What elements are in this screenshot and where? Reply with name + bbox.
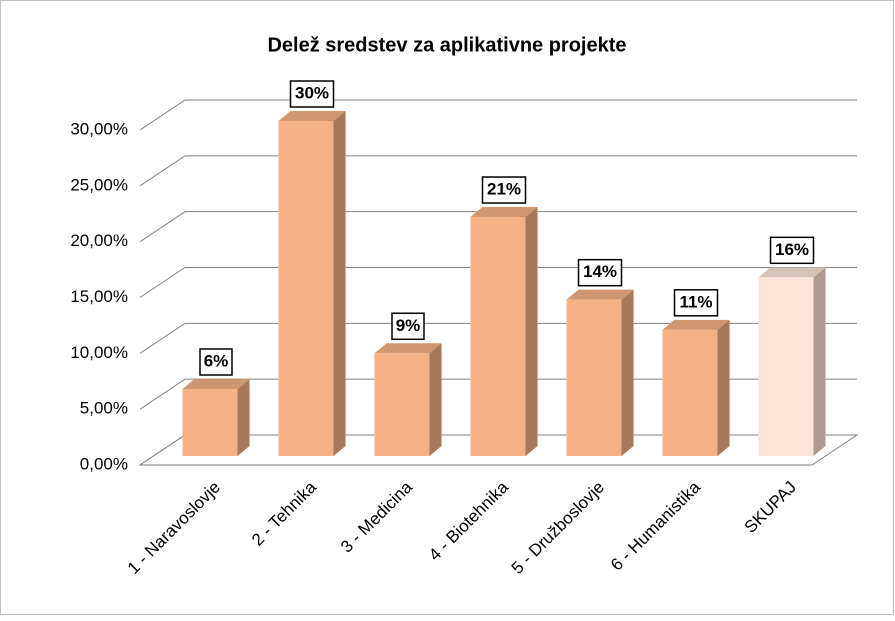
bar-top <box>470 207 538 218</box>
data-label: 14% <box>583 262 617 281</box>
bar <box>182 379 250 456</box>
data-label: 11% <box>679 292 712 311</box>
chart-title: Delež sredstev za aplikativne projekte <box>267 34 626 56</box>
bar-side <box>717 319 730 456</box>
bar <box>374 343 442 456</box>
y-tick-label: 5,00% <box>80 399 128 418</box>
bar-front <box>566 299 622 456</box>
bar-top <box>566 289 634 300</box>
y-tick-label: 15,00% <box>70 287 128 306</box>
data-label: 21% <box>487 180 521 199</box>
bar-side <box>813 267 826 456</box>
bar-side <box>429 343 442 456</box>
bar-top <box>662 319 730 330</box>
grid-line <box>139 155 857 187</box>
bar-front <box>374 353 430 456</box>
bar-front <box>470 217 526 456</box>
grid-line <box>139 211 857 243</box>
bar-front <box>758 277 814 456</box>
bar <box>662 319 730 456</box>
bar <box>278 111 346 456</box>
y-tick-label: 25,00% <box>70 175 128 194</box>
data-label: 6% <box>204 351 229 370</box>
bar-side <box>333 111 346 456</box>
bar-top <box>278 111 346 121</box>
data-label-box <box>391 312 425 341</box>
bar-side <box>237 379 250 456</box>
grid-line <box>139 99 857 131</box>
y-tick-label: 0,00% <box>80 454 128 473</box>
y-tick-label: 30,00% <box>70 119 128 138</box>
bar <box>758 267 826 456</box>
bar-top <box>758 267 826 278</box>
grid-line <box>139 267 857 298</box>
data-label: 9% <box>396 316 421 335</box>
y-tick-label: 10,00% <box>70 343 128 362</box>
data-label-box <box>199 348 233 376</box>
data-label-box <box>577 258 623 287</box>
bar-side <box>525 207 538 456</box>
data-label: 30% <box>295 83 329 102</box>
bar <box>470 207 538 456</box>
y-tick-label: 20,00% <box>70 231 128 250</box>
bar-side <box>621 289 634 456</box>
data-label: 16% <box>775 240 809 259</box>
bar-top <box>182 379 250 389</box>
bar-front <box>662 329 718 456</box>
data-label-box <box>673 289 719 317</box>
bar-front <box>278 121 334 456</box>
data-label-box <box>289 80 335 108</box>
bar <box>566 289 634 456</box>
bar-front <box>182 389 238 456</box>
data-label-box <box>769 236 815 265</box>
bar-top <box>374 343 442 354</box>
data-label-box <box>481 176 527 204</box>
